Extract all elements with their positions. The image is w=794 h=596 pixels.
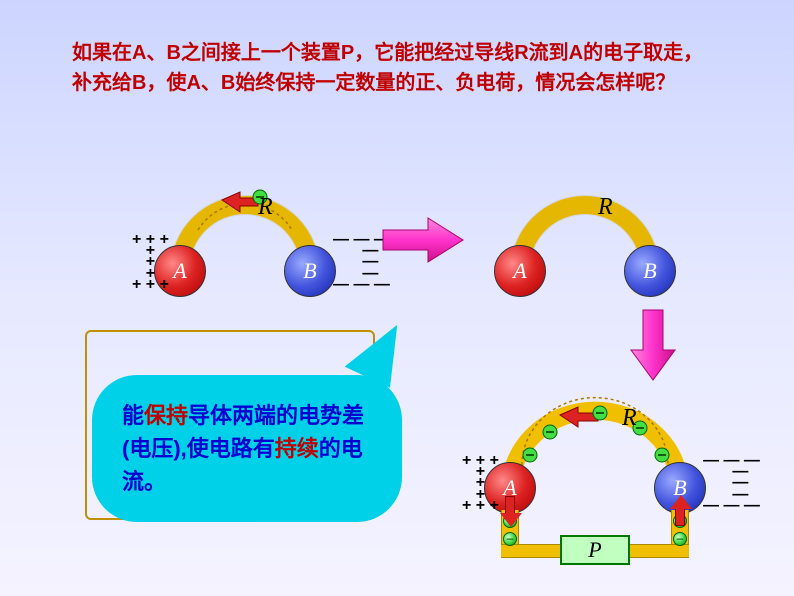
- bubble-t2: 保持: [144, 403, 188, 428]
- fig2-ball-b: B: [624, 245, 676, 297]
- device-p-label: P: [588, 537, 601, 563]
- fig1-label-r: R: [258, 194, 273, 221]
- flow-arrow-up-icon: [675, 508, 685, 526]
- fig2-label-r: R: [598, 194, 613, 221]
- fig1-ball-a-label: A: [173, 258, 186, 284]
- figure-2: [470, 150, 720, 320]
- electron-icon: –: [503, 532, 517, 546]
- fig1-pos-charges: + + +++++ + +: [132, 234, 169, 290]
- fig1-ball-b: B: [284, 245, 336, 297]
- speech-bubble: 能保持导体两端的电势差(电压),使电路有持续的电流。: [92, 375, 402, 522]
- fig3-pos-charges: + + +++++ + +: [462, 455, 499, 511]
- question-text: 如果在A、B之间接上一个装置P，它能把经过导线R流到A的电子取走，补充给B，使A…: [72, 38, 722, 98]
- flow-arrow-down-icon: [505, 496, 515, 514]
- fig3-neg-charges: — — — — — —— — —: [703, 455, 760, 511]
- fig2-ball-a-label: A: [513, 258, 526, 284]
- arrow-right-icon: [378, 215, 468, 265]
- fig1-ball-b-label: B: [303, 258, 316, 284]
- fig2-ball-a: A: [494, 245, 546, 297]
- fig2-ball-b-label: B: [643, 258, 656, 284]
- fig3-label-r: R: [622, 405, 637, 432]
- bubble-t4: 持续: [275, 436, 319, 461]
- bubble-t1: 能: [122, 403, 144, 428]
- electron-icon: –: [673, 532, 687, 546]
- device-p-box: P: [560, 535, 630, 565]
